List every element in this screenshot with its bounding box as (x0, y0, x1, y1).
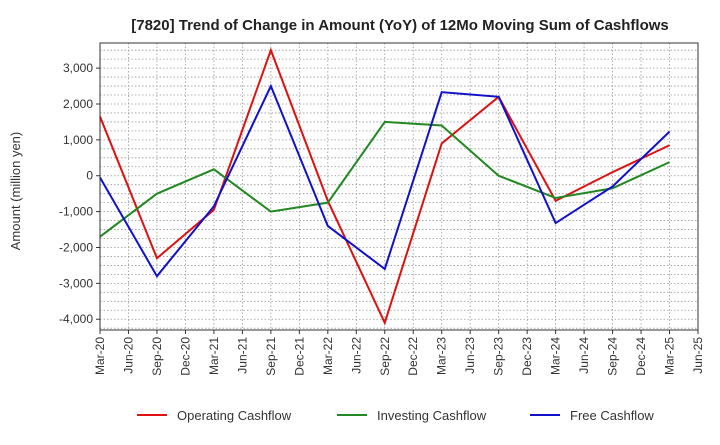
x-tick-label: Mar-23 (435, 337, 449, 375)
x-tick-label: Mar-20 (93, 337, 107, 375)
y-axis-ticks: -4,000 -3,000 -2,000 -1,000 0 1,000 2,000 3,000 (59, 61, 100, 326)
x-tick-label: Mar-25 (663, 337, 677, 375)
y-tick-label: 1,000 (63, 133, 93, 147)
x-tick-label: Jun-20 (121, 337, 135, 374)
y-tick-label: -3,000 (59, 276, 93, 290)
x-tick-label: Mar-24 (549, 337, 563, 375)
x-tick-label: Sep-20 (150, 337, 164, 376)
legend-label: Operating Cashflow (177, 408, 292, 423)
y-axis-label: Amount (million yen) (8, 132, 23, 251)
y-tick-label: -2,000 (59, 240, 93, 254)
legend: Operating Cashflow Investing Cashflow Free… (137, 408, 654, 423)
chart-title: [7820] Trend of Change in Amount (YoY) o… (131, 17, 669, 34)
grid-lines (100, 43, 698, 330)
x-tick-label: Dec-20 (178, 337, 192, 376)
legend-label: Free Cashflow (570, 408, 654, 423)
x-tick-label: Jun-24 (577, 337, 591, 374)
x-tick-label: Jun-22 (349, 337, 363, 374)
x-tick-label: Jun-21 (235, 337, 249, 374)
x-tick-label: Jun-23 (463, 337, 477, 374)
legend-label: Investing Cashflow (377, 408, 487, 423)
y-tick-label: 2,000 (63, 97, 93, 111)
y-tick-label: -4,000 (59, 312, 93, 326)
x-tick-label: Jun-25 (691, 337, 705, 374)
x-tick-label: Dec-23 (520, 337, 534, 376)
y-tick-label: 3,000 (63, 61, 93, 75)
y-tick-label: 0 (86, 169, 93, 183)
series-line-2 (100, 122, 670, 237)
x-tick-label: Sep-24 (606, 337, 620, 376)
y-tick-label: -1,000 (59, 205, 93, 219)
x-tick-label: Dec-24 (634, 337, 648, 376)
x-tick-label: Dec-21 (292, 337, 306, 376)
x-tick-label: Mar-21 (207, 337, 221, 375)
x-tick-label: Mar-22 (321, 337, 335, 375)
x-tick-label: Dec-22 (406, 337, 420, 376)
x-tick-label: Sep-21 (264, 337, 278, 376)
x-tick-label: Sep-22 (378, 337, 392, 376)
x-tick-label: Sep-23 (492, 337, 506, 376)
x-axis-ticks: Mar-20 Jun-20 Sep-20 Dec-20 Mar-21 Jun-21 Sep-… (93, 330, 705, 376)
